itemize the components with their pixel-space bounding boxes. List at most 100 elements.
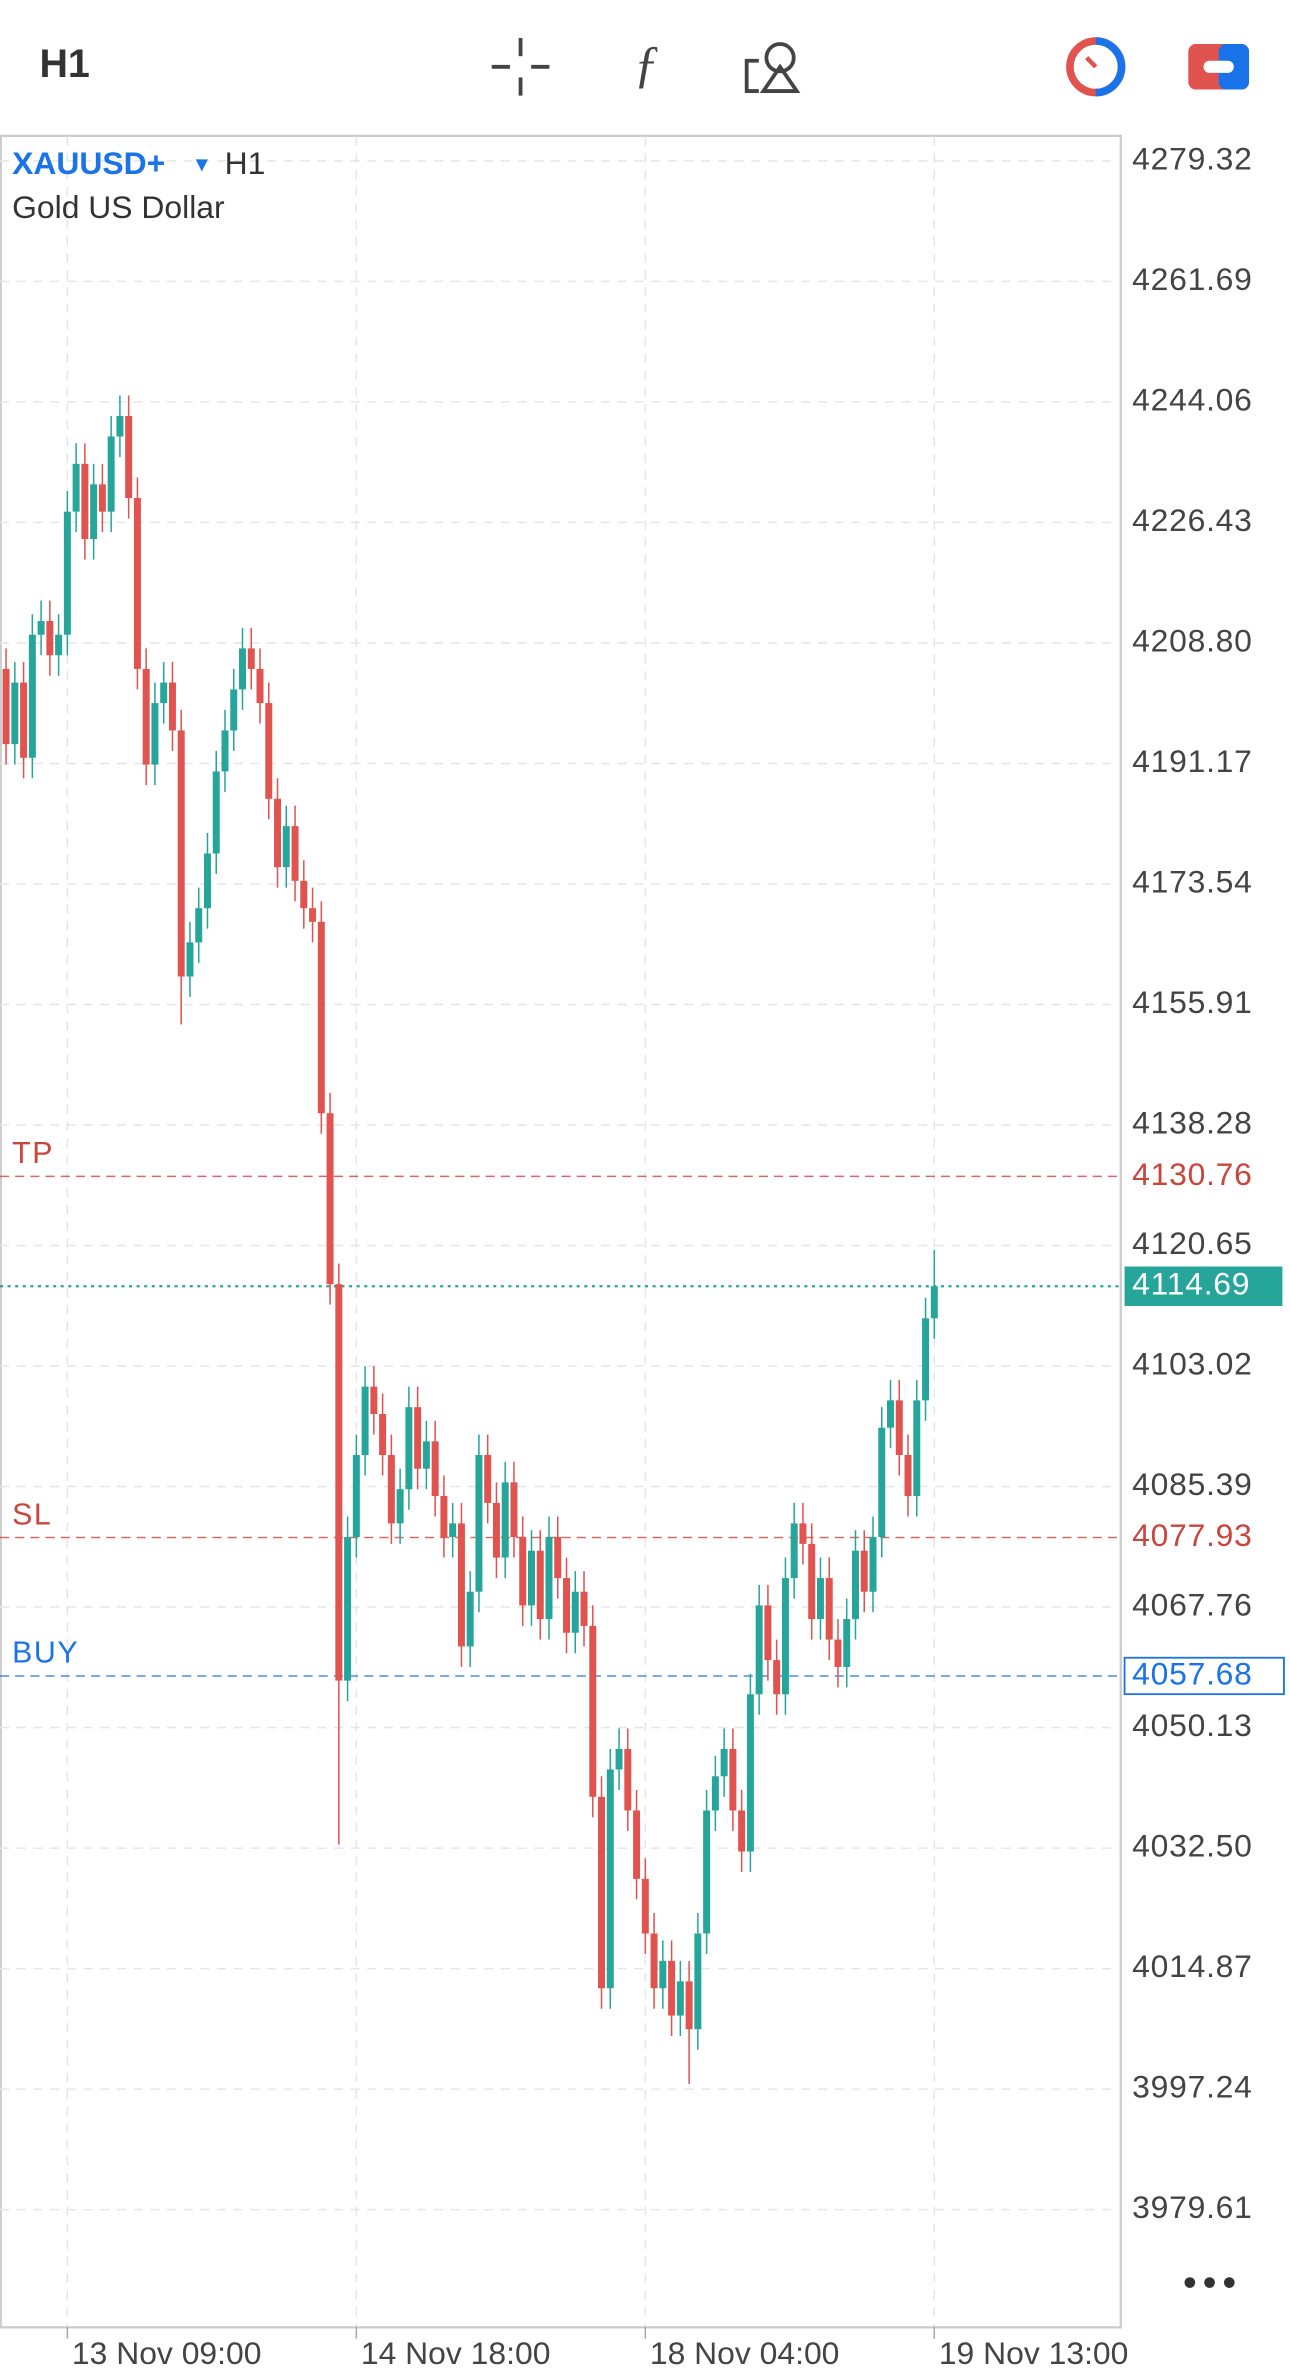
- indicator-icon[interactable]: ƒ: [634, 37, 660, 94]
- candle-body: [230, 689, 238, 731]
- candle-body: [589, 1625, 597, 1797]
- candle-body: [396, 1489, 404, 1524]
- candle-body: [694, 1933, 702, 2030]
- candle-body: [475, 1455, 483, 1592]
- candle-body: [28, 634, 36, 758]
- candle-body: [904, 1455, 912, 1497]
- y-tick-label: 4279.32: [1132, 140, 1252, 176]
- candle-body: [545, 1537, 553, 1620]
- candle-body: [615, 1748, 623, 1770]
- candle-body: [668, 1960, 676, 2016]
- y-tick-label: 3979.61: [1132, 2189, 1252, 2225]
- candle-body: [300, 880, 308, 909]
- candle-body: [878, 1427, 886, 1538]
- candle-body: [352, 1455, 360, 1538]
- candle-body: [344, 1537, 352, 1681]
- price-line-label: TP: [12, 1137, 54, 1170]
- candle-body: [887, 1400, 895, 1428]
- y-tick-label: 4155.91: [1132, 984, 1252, 1020]
- candle-body: [256, 668, 264, 704]
- candle-body: [790, 1523, 798, 1579]
- candle-body: [98, 484, 106, 512]
- price-line-label: SL: [12, 1498, 52, 1531]
- candle-body: [799, 1523, 807, 1544]
- candle-body: [746, 1694, 754, 1852]
- candle-body: [650, 1933, 658, 1989]
- candle-body: [63, 511, 71, 635]
- clock-icon[interactable]: [1066, 37, 1126, 97]
- candle-body: [624, 1748, 632, 1811]
- grid: [0, 136, 1121, 2327]
- candle-body: [2, 668, 10, 745]
- x-tick-label: 19 Nov 13:00: [939, 2335, 1129, 2370]
- x-tick-label: 13 Nov 09:00: [72, 2335, 262, 2370]
- y-tick-label: 4067.76: [1132, 1586, 1252, 1622]
- symbol-dropdown-icon[interactable]: [195, 159, 208, 172]
- candle-body: [405, 1407, 413, 1490]
- candle-body: [860, 1550, 868, 1592]
- candle-body: [606, 1769, 614, 1989]
- candle-body: [37, 621, 45, 635]
- candle-body: [571, 1591, 579, 1633]
- y-tick-label: 4138.28: [1132, 1104, 1252, 1140]
- y-tick-label: 4226.43: [1132, 502, 1252, 538]
- candle-body: [492, 1502, 500, 1558]
- candle-body: [151, 703, 159, 765]
- trade-icon[interactable]: [1188, 44, 1250, 90]
- y-tick-label: 3997.24: [1132, 2069, 1252, 2105]
- candle-body: [510, 1482, 518, 1538]
- candle-body: [431, 1441, 439, 1497]
- candle-body: [598, 1796, 606, 1989]
- objects-icon[interactable]: [744, 42, 801, 93]
- more-menu-icon[interactable]: [1184, 2277, 1235, 2288]
- y-tick-label: 4191.17: [1132, 743, 1252, 779]
- candle-body: [20, 682, 28, 758]
- candle-body: [580, 1591, 588, 1626]
- price-tag: 4130.76: [1132, 1156, 1252, 1192]
- candle-body: [869, 1537, 877, 1592]
- y-tick-label: 4244.06: [1132, 381, 1252, 417]
- candle-body: [781, 1578, 789, 1695]
- axis-labels: 4279.32 4261.69 4244.06 4226.43 4208.80 4191.…: [66, 140, 1252, 2370]
- candle-body: [133, 498, 141, 669]
- candle-body: [116, 415, 124, 437]
- last-price-box: [1124, 1266, 1283, 1306]
- candle-body: [816, 1578, 824, 1620]
- price-tag: 4077.93: [1132, 1517, 1252, 1553]
- candle-body: [913, 1400, 921, 1497]
- candle-body: [335, 1284, 343, 1681]
- candle-body: [90, 484, 98, 540]
- candle-body: [449, 1523, 457, 1538]
- price-tag: 4057.68: [1132, 1655, 1252, 1691]
- candle-body: [755, 1605, 763, 1695]
- candle-body: [738, 1810, 746, 1852]
- candle-body: [922, 1318, 930, 1401]
- y-tick-label: 4085.39: [1132, 1466, 1252, 1502]
- symbol[interactable]: XAUUSD+: [12, 145, 165, 181]
- candle-body: [168, 682, 176, 731]
- candle-body: [72, 463, 80, 512]
- y-tick-label: 4103.02: [1132, 1345, 1252, 1381]
- candle-body: [703, 1810, 711, 1934]
- candle-body: [773, 1660, 781, 1695]
- candle-body: [843, 1619, 851, 1667]
- candle-body: [834, 1639, 842, 1667]
- candle-body: [720, 1748, 728, 1777]
- crosshair-icon[interactable]: [491, 37, 550, 96]
- candle-body: [265, 703, 273, 799]
- candle-body: [711, 1776, 719, 1811]
- candle-body: [81, 463, 89, 540]
- toolbar: [0, 0, 1290, 134]
- candle-body: [291, 826, 299, 881]
- candle-body: [808, 1543, 816, 1620]
- price-line-label: BUY: [12, 1637, 79, 1670]
- chart-frame: [0, 134, 1122, 2329]
- y-tick-label: 4032.50: [1132, 1827, 1252, 1863]
- timeframe-button[interactable]: H1: [39, 42, 89, 86]
- candle-body: [142, 668, 150, 765]
- price-lines: TP 4130.76 SL 4077.93 BUY 4057.68 4114.69: [0, 1137, 1285, 1696]
- candle-body: [125, 415, 133, 499]
- candle-body: [203, 853, 211, 909]
- candle-body: [160, 682, 168, 704]
